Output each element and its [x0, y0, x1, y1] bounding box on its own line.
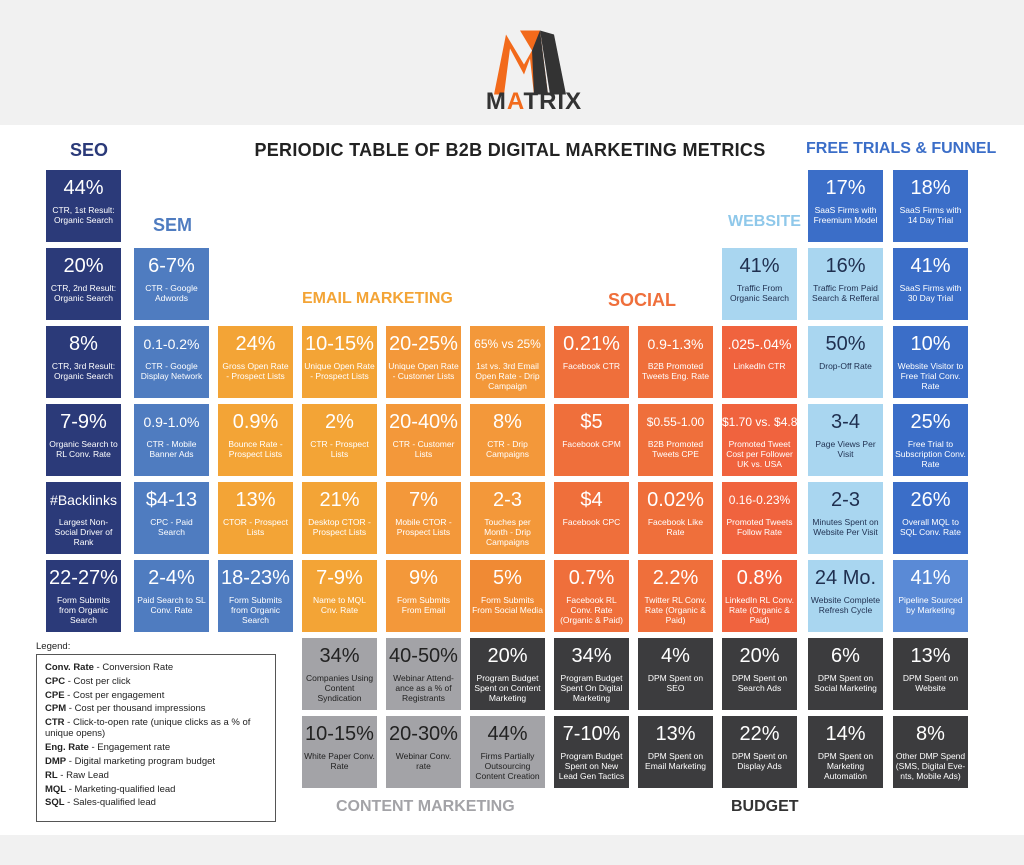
seo-cell: 22-27% Form Submits from Organic Search [46, 560, 121, 632]
group-title-seo: SEO [70, 140, 109, 160]
email-cell: 7-9% Name to MQL Cnv. Rate [302, 560, 377, 632]
email-cell: 10-15% Unique Open Rate - Prospect Lists [302, 326, 377, 398]
social-cell: 0.8% LinkedIn RL Conv. Rate (Organic & Pa… [722, 560, 797, 632]
sem-cell: 6-7% CTR - Google Adwords [134, 248, 209, 320]
budget-cell: 20% DPM Spent on Search Ads [722, 638, 797, 710]
free-trials-cell: 41% SaaS Firms with 30 Day Trial [893, 248, 968, 320]
email-cell: 24% Gross Open Rate - Prospect Lists [218, 326, 293, 398]
content-cell: 20% Program Budget Spent on Content Marke… [470, 638, 545, 710]
legend-item: CPC - Cost per click [45, 675, 131, 687]
group-title-website: WEBSITE [728, 213, 801, 230]
social-cell: 0.7% Facebook RL Conv. Rate (Organic & Pa… [554, 560, 629, 632]
footer-band [0, 835, 1024, 865]
legend-item: MQL - Marketing-qualified lead [45, 783, 176, 795]
budget-cell: 8% Other DMP Spend (SMS, Digital Eve-nts,… [893, 716, 968, 788]
group-title-social: SOCIAL [608, 290, 677, 310]
email-cell: 21% Desktop CTOR - Prospect Lists [302, 482, 377, 554]
email-cell: 20-40% CTR - Customer Lists [386, 404, 461, 476]
legend-item: RL - Raw Lead [45, 769, 109, 781]
website-cell: 3-4 Page Views Per Visit [808, 404, 883, 476]
budget-cell: 7-10% Program Budget Spent on New Lead Ge… [554, 716, 629, 788]
seo-cell: 44% CTR, 1st Result: Organic Search [46, 170, 121, 242]
email-cell: 2% CTR - Prospect Lists [302, 404, 377, 476]
social-cell: $5 Facebook CPM [554, 404, 629, 476]
free-trials-cell: 10% Website Visitor to Free Trial Conv. R… [893, 326, 968, 398]
content-cell: 20-30% Webinar Conv. rate [386, 716, 461, 788]
content-cell: 40-50% Webinar Attend-ance as a % of Regi… [386, 638, 461, 710]
group-title-budget: BUDGET [731, 798, 799, 815]
website-cell: 16% Traffic From Paid Search & Refferal [808, 248, 883, 320]
budget-cell: 14% DPM Spent on Marketing Automation [808, 716, 883, 788]
email-cell: 0.9% Bounce Rate - Prospect Lists [218, 404, 293, 476]
legend-item: Eng. Rate - Engagement rate [45, 742, 171, 754]
free-trials-cell: 41% Pipeline Sourced by Marketing [893, 560, 968, 632]
budget-cell: 34% Program Budget Spent On Digital Marke… [554, 638, 629, 710]
budget-cell: 13% DPM Spent on Website [893, 638, 968, 710]
budget-cell: 13% DPM Spent on Email Marketing [638, 716, 713, 788]
email-cell: 7% Mobile CTOR - Prospect Lists [386, 482, 461, 554]
social-cell: $4 Facebook CPC [554, 482, 629, 554]
group-title-free-trials: FREE TRIALS & FUNNEL [806, 140, 997, 157]
seo-cell: 7-9% Organic Search to RL Conv. Rate [46, 404, 121, 476]
free-trials-cell: 25% Free Trial to Subscription Conv. Rate [893, 404, 968, 476]
social-cell: $1.70 vs. $4.89 Promoted Tweet Cost per F… [722, 404, 797, 476]
email-cell: 20-25% Unique Open Rate - Customer Lists [386, 326, 461, 398]
website-cell: 24 Mo. Website Complete Refresh Cycle [808, 560, 883, 632]
legend-item: SQL - Sales-qualified lead [45, 797, 156, 809]
sem-cell: 2-4% Paid Search to SL Conv. Rate [134, 560, 209, 632]
legend-item: DMP - Digital marketing program budget [45, 755, 216, 767]
group-title-sem: SEM [153, 215, 193, 235]
social-cell: 0.21% Facebook CTR [554, 326, 629, 398]
social-cell: 0.02% Facebook Like Rate [638, 482, 713, 554]
email-cell: 13% CTOR - Prospect Lists [218, 482, 293, 554]
legend-item: CPM - Cost per thousand impressions [45, 703, 206, 715]
website-cell: 50% Drop-Off Rate [808, 326, 883, 398]
group-title-content: CONTENT MARKETING [336, 798, 515, 815]
content-cell: 10-15% White Paper Conv. Rate [302, 716, 377, 788]
email-cell: 9% Form Submits From Email [386, 560, 461, 632]
sem-cell: 0.1-0.2% CTR - Google Display Network [134, 326, 209, 398]
social-cell: $0.55-1.00 B2B Promoted Tweets CPE [638, 404, 713, 476]
social-cell: .025-.04% LinkedIn CTR [722, 326, 797, 398]
email-cell: 65% vs 25% 1st vs. 3rd Email Open Rate - … [470, 326, 545, 398]
legend-item: Conv. Rate - Conversion Rate [45, 662, 174, 673]
seo-cell: 8% CTR, 3rd Result: Organic Search [46, 326, 121, 398]
legend-item: CPE - Cost per engagement [45, 689, 165, 701]
legend: Conv. Rate - Conversion Rate CPC - Cost … [36, 654, 276, 822]
budget-cell: 22% DPM Spent on Display Ads [722, 716, 797, 788]
sem-cell: 18-23% Form Submits from Organic Search [218, 560, 293, 632]
budget-cell: 4% DPM Spent on SEO [638, 638, 713, 710]
email-cell: 8% CTR - Drip Campaigns [470, 404, 545, 476]
website-cell: 41% Traffic From Organic Search [722, 248, 797, 320]
group-title-email: EMAIL MARKETING [302, 290, 453, 307]
website-cell: 2-3 Minutes Spent on Website Per Visit [808, 482, 883, 554]
sem-cell: $4-13 CPC - Paid Search [134, 482, 209, 554]
matrix-logo-icon [494, 30, 566, 95]
legend-title: Legend: [36, 641, 71, 652]
content-cell: 34% Companies Using Content Syndication [302, 638, 377, 710]
content-cell: 44% Firms Partially Outsourcing Content C… [470, 716, 545, 788]
email-cell: 2-3 Touches per Month - Drip Campaigns [470, 482, 545, 554]
social-cell: 0.16-0.23% Promoted Tweets Follow Rate [722, 482, 797, 554]
brand-name: MATRIX [485, 88, 583, 115]
header-band [0, 0, 1024, 125]
page-title: PERIODIC TABLE OF B2B DIGITAL MARKETING … [254, 140, 766, 160]
email-cell: 5% Form Submits From Social Media [470, 560, 545, 632]
free-trials-cell: 18% SaaS Firms with 14 Day Trial [893, 170, 968, 242]
budget-cell: 6% DPM Spent on Social Marketing [808, 638, 883, 710]
social-cell: 0.9-1.3% B2B Promoted Tweets Eng. Rate [638, 326, 713, 398]
free-trials-cell: 26% Overall MQL to SQL Conv. Rate [893, 482, 968, 554]
seo-cell: 20% CTR, 2nd Result: Organic Search [46, 248, 121, 320]
legend-item: CTR - Click-to-open rate (unique clicks … [45, 717, 251, 740]
free-trials-cell: 17% SaaS Firms with Freemium Model [808, 170, 883, 242]
seo-cell: #Backlinks Largest Non-Social Driver of R… [46, 482, 121, 554]
sem-cell: 0.9-1.0% CTR - Mobile Banner Ads [134, 404, 209, 476]
social-cell: 2.2% Twitter RL Conv. Rate (Organic & Pai… [638, 560, 713, 632]
